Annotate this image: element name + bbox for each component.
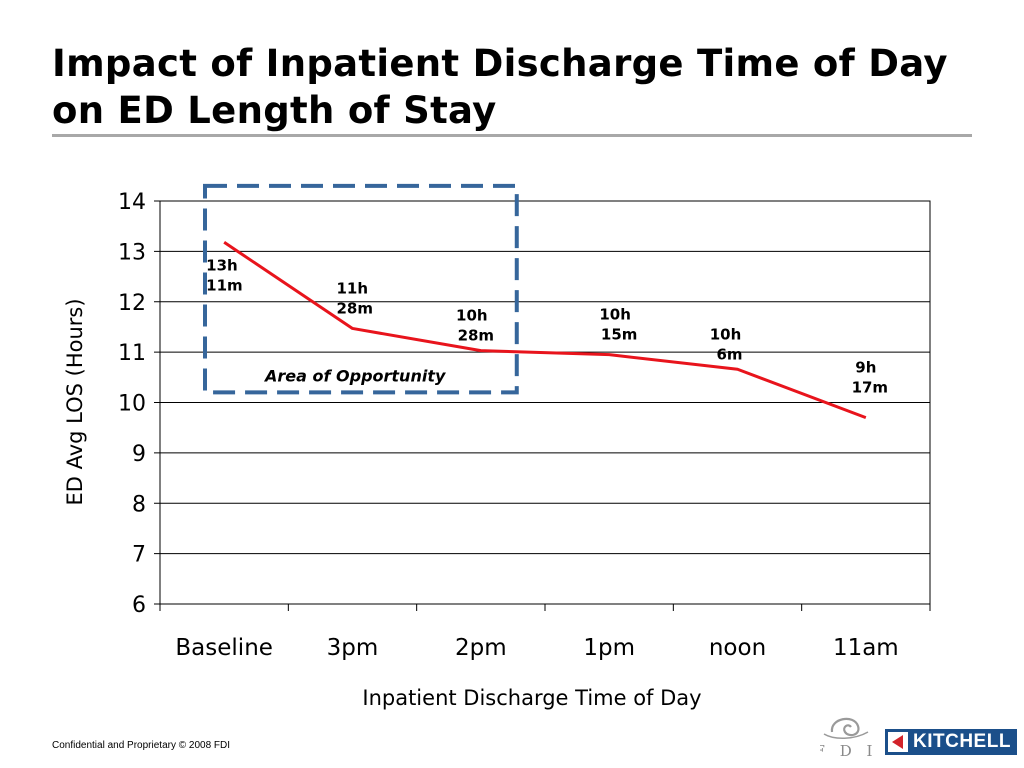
x-tick-label: 1pm [583, 635, 635, 661]
svg-text:F D I: F D I [820, 742, 872, 760]
data-label: 11h 28m [337, 279, 374, 317]
annotation-layer: Area of Opportunity [203, 183, 519, 395]
x-tick-label: Baseline [175, 635, 273, 661]
data-label: 9h 17m [852, 359, 889, 397]
x-tick-label: noon [709, 635, 766, 661]
data-label-line: 17m [852, 379, 889, 397]
y-tick-label: 12 [118, 291, 146, 316]
data-label-line: 9h [855, 359, 876, 377]
data-label: 10h 6m [710, 325, 743, 363]
series-layer [223, 241, 867, 420]
y-tick-label: 6 [132, 593, 146, 618]
y-tick-label: 13 [118, 240, 146, 265]
data-label-line: 28m [458, 327, 495, 345]
data-label-line: 6m [716, 345, 742, 363]
x-tick-labels: Baseline 3pm 2pm 1pm noon 11am [175, 635, 898, 661]
kitchell-logo: KITCHELL [885, 729, 1017, 755]
y-tick-label: 7 [132, 543, 146, 568]
opportunity-box [203, 183, 519, 395]
data-label: 10h 28m [456, 307, 494, 345]
footer-copyright: Confidential and Proprietary © 2008 FDI [52, 740, 231, 751]
data-label-line: 11h [337, 279, 369, 297]
data-label-line: 10h [710, 325, 742, 343]
axes [154, 200, 931, 611]
title-divider [52, 134, 972, 137]
data-label: 13h 11m [206, 256, 243, 294]
y-tick-label: 9 [132, 442, 146, 467]
data-label-line: 13h [206, 256, 238, 274]
y-tick-labels: 6 7 8 9 10 11 12 13 14 [118, 190, 146, 618]
data-label-line: 10h [456, 307, 488, 325]
y-tick-label: 11 [118, 341, 146, 366]
x-tick-label: 3pm [327, 635, 379, 661]
kitchell-mark-icon [888, 732, 908, 752]
kitchell-wordmark: KITCHELL [913, 731, 1011, 752]
data-label-line: 15m [601, 326, 638, 344]
x-tick-label: 2pm [455, 635, 507, 661]
fdi-logo: F D I [820, 717, 872, 760]
data-label: 10h 15m [599, 306, 637, 344]
opportunity-label: Area of Opportunity [263, 366, 446, 385]
y-tick-label: 8 [132, 492, 146, 517]
y-tick-label: 10 [118, 392, 146, 417]
series-line [223, 241, 867, 420]
x-tick-label: 11am [833, 635, 899, 661]
data-label-line: 10h [599, 306, 631, 324]
x-axis-title: Inpatient Discharge Time of Day [362, 686, 701, 710]
data-label-line: 28m [337, 299, 374, 317]
y-tick-label: 14 [118, 190, 146, 215]
y-axis-title: ED Avg LOS (Hours) [63, 298, 87, 505]
gridlines [160, 200, 930, 605]
data-label-line: 11m [206, 276, 243, 294]
slide-title: Impact of Inpatient Discharge Time of Da… [52, 42, 948, 132]
